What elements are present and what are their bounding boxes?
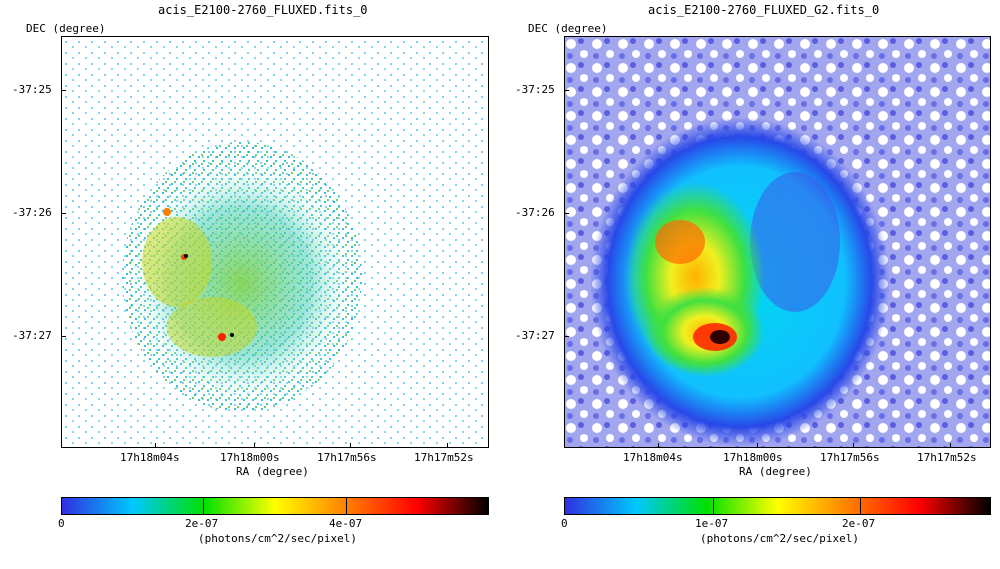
panel-1-colorbar [61, 497, 489, 515]
panel-1-colorbar-tick: 4e-07 [329, 517, 363, 530]
panel-1-colorbar-divider [203, 498, 204, 514]
panel-1-xtick-mark [447, 443, 448, 448]
panel-1-ytick-label: -37:25 [12, 83, 52, 96]
panel-2-xtick-label: 17h18m00s [723, 451, 783, 464]
panel-2-xtick-mark [950, 443, 951, 448]
panel-1-xtick-label: 17h18m00s [220, 451, 280, 464]
panel-1-image[interactable] [61, 36, 489, 448]
panel-2-title: acis_E2100-2760_FLUXED_G2.fits_0 [648, 3, 880, 17]
panel-2-colorbar [564, 497, 991, 515]
panel-2-ytick-mark [564, 90, 569, 91]
panel-1-xtick-mark [155, 443, 156, 448]
panel-1-ra-label: RA (degree) [236, 465, 309, 478]
panel-2-ytick-label: -37:27 [515, 329, 555, 342]
panel-2-ytick-label: -37:26 [515, 206, 555, 219]
panel-2-smoothed-map [565, 37, 990, 447]
panel-1-dec-label: DEC (degree) [26, 22, 106, 35]
panel-2-dec-label: DEC (degree) [528, 22, 608, 35]
panel-1-xtick-label: 17h17m52s [414, 451, 474, 464]
panel-1-colorbar-tick: 2e-07 [185, 517, 219, 530]
panel-1-ytick-mark [61, 336, 66, 337]
panel-1-colorbar-tick: 0 [58, 517, 65, 530]
panel-2-colorbar-tick: 1e-07 [695, 517, 729, 530]
panel-2-colorbar-divider [860, 498, 861, 514]
panel-2-colorbar-tick: 0 [561, 517, 568, 530]
panel-1-ytick-mark [61, 213, 66, 214]
panel-1-raw-map [62, 37, 488, 447]
panel-2-colorbar-divider [713, 498, 714, 514]
panel-2-colorbar-tick: 2e-07 [842, 517, 876, 530]
panel-1-ytick-label: -37:26 [12, 206, 52, 219]
panel-1-xtick-mark [254, 443, 255, 448]
panel-2-ytick-label: -37:25 [515, 83, 555, 96]
panel-2-xtick-label: 17h18m04s [623, 451, 683, 464]
panel-2-xtick-mark [658, 443, 659, 448]
panel-2-colorbar-unit: (photons/cm^2/sec/pixel) [700, 532, 859, 545]
panel-1-xtick-label: 17h18m04s [120, 451, 180, 464]
panel-2-image[interactable] [564, 36, 991, 448]
panel-1-xtick-label: 17h17m56s [317, 451, 377, 464]
panel-2-xtick-label: 17h17m52s [917, 451, 977, 464]
panel-1-title: acis_E2100-2760_FLUXED.fits_0 [158, 3, 368, 17]
panel-1-colorbar-divider [346, 498, 347, 514]
panel-1-ytick-mark [61, 90, 66, 91]
panel-1-ytick-label: -37:27 [12, 329, 52, 342]
panel-2-ytick-mark [564, 336, 569, 337]
panel-2-xtick-mark [757, 443, 758, 448]
panel-2-xtick-label: 17h17m56s [820, 451, 880, 464]
panel-2-ra-label: RA (degree) [739, 465, 812, 478]
panel-2-xtick-mark [853, 443, 854, 448]
panel-2-ytick-mark [564, 213, 569, 214]
panel-1-colorbar-unit: (photons/cm^2/sec/pixel) [198, 532, 357, 545]
panel-1-xtick-mark [350, 443, 351, 448]
